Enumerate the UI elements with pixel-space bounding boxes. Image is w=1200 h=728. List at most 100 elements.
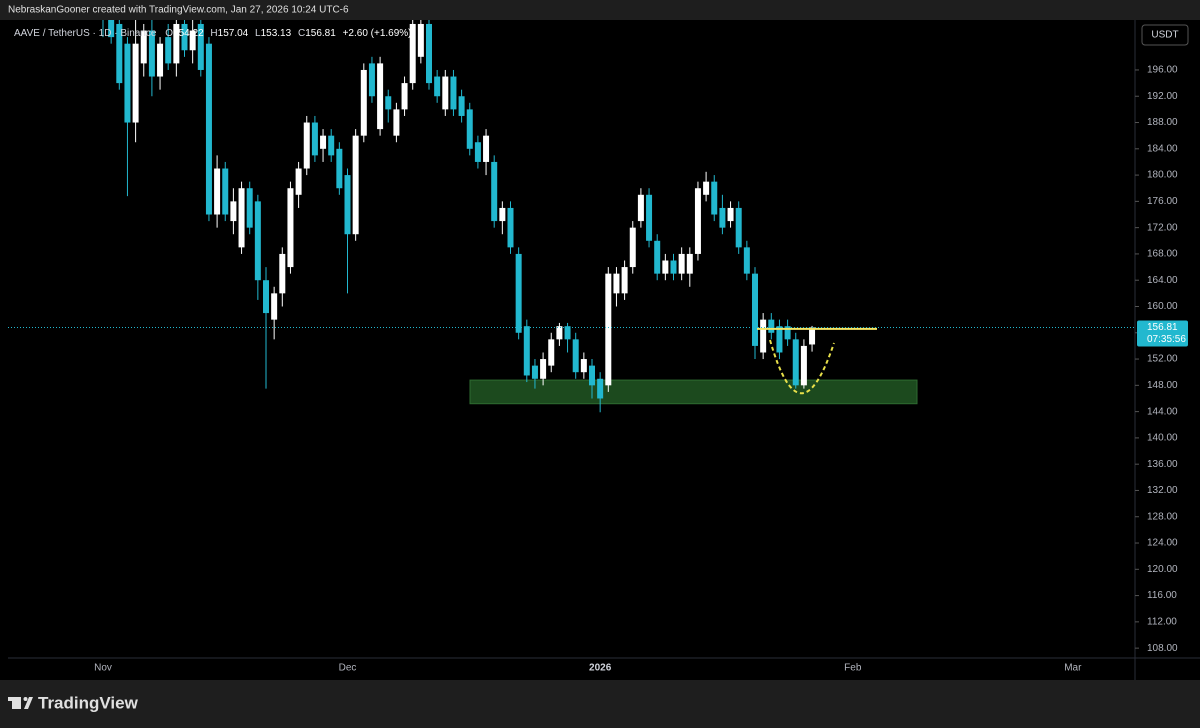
candle-body: [320, 135, 327, 149]
candle-body: [686, 253, 693, 274]
candle-body: [515, 253, 522, 333]
candle-body: [230, 201, 237, 222]
x-tick-label: Feb: [844, 663, 862, 674]
y-tick-label: 140.00: [1147, 433, 1178, 444]
low-value: 153.13: [261, 28, 292, 39]
currency: USDT: [1151, 30, 1178, 41]
candle-body: [157, 43, 164, 77]
y-tick-label: 144.00: [1147, 406, 1178, 417]
candle-body: [760, 319, 767, 353]
candle-body: [719, 207, 726, 228]
candle-body: [703, 181, 710, 195]
candle-body: [434, 76, 441, 97]
y-tick-label: 128.00: [1147, 511, 1178, 522]
candle-body: [678, 253, 685, 274]
open-value: 154.22: [173, 28, 204, 39]
candle-body: [140, 30, 147, 64]
candle-body: [646, 194, 653, 241]
candle-body: [531, 365, 538, 379]
candle-body: [597, 378, 604, 399]
y-tick-label: 164.00: [1147, 275, 1178, 286]
y-tick-label: 136.00: [1147, 459, 1178, 470]
candle-body: [409, 23, 416, 84]
candle-body: [279, 253, 286, 294]
candle-body: [368, 63, 375, 97]
candle-body: [197, 23, 204, 70]
symbol: AAVE / TetherUS · 1D · Binance: [14, 28, 157, 39]
candle-body: [181, 23, 188, 51]
candle-body: [662, 260, 669, 274]
candle-body: [205, 43, 212, 215]
candle-body: [466, 109, 473, 149]
ohlc-label: L: [255, 28, 261, 39]
y-tick-label: 108.00: [1147, 643, 1178, 654]
y-tick-label: 184.00: [1147, 143, 1178, 154]
logo: [8, 697, 33, 709]
candle-body: [417, 23, 424, 57]
candle-body: [271, 293, 278, 320]
x-tick-label: Nov: [94, 663, 112, 674]
candle-body: [589, 365, 595, 386]
candle-body: [694, 188, 701, 254]
candle-body: [246, 188, 253, 228]
candle-body: [426, 23, 432, 84]
countdown: 07:35:56: [1147, 334, 1186, 345]
currency-box: [1141, 24, 1189, 46]
y-tick-label: 192.00: [1147, 91, 1178, 102]
y-tick-label: 176.00: [1147, 196, 1178, 207]
ohlc-label: O: [165, 28, 173, 39]
y-tick-label: 168.00: [1147, 249, 1178, 260]
candle-body: [621, 267, 628, 294]
x-tick-label: 2026: [589, 663, 612, 674]
candle-body: [499, 207, 506, 222]
candle-body: [523, 326, 530, 376]
candle-body: [401, 83, 408, 110]
candle-body: [629, 227, 636, 268]
candle-body: [776, 326, 783, 353]
brand: TradingView: [38, 693, 139, 712]
candle-body: [752, 273, 758, 346]
candle-body: [768, 319, 775, 333]
candle-body: [377, 63, 384, 130]
candle-body: [580, 359, 587, 373]
y-tick-label: 152.00: [1147, 354, 1178, 365]
candle-body: [303, 122, 310, 169]
y-tick-label: 196.00: [1147, 65, 1178, 76]
x-tick-label: Dec: [339, 663, 357, 674]
y-tick-label: 160.00: [1147, 301, 1178, 312]
candle-body: [116, 23, 123, 84]
footer: [0, 680, 1200, 728]
candle-body: [132, 43, 139, 123]
candle-body: [540, 359, 547, 379]
candle-body: [491, 161, 498, 222]
candle-body: [784, 326, 791, 340]
candle-body: [483, 135, 490, 162]
y-tick-label: 112.00: [1147, 617, 1177, 628]
candle-body: [189, 30, 196, 51]
candle-body: [800, 345, 807, 386]
candle-body: [809, 327, 816, 345]
y-tick-label: 120.00: [1147, 564, 1178, 575]
close-value: 156.81: [305, 28, 336, 39]
candle-body: [507, 207, 514, 248]
candle-body: [735, 207, 742, 248]
x-tick-label: Mar: [1064, 663, 1082, 674]
candle-body: [385, 96, 392, 110]
legend: AAVE / TetherUS · 1D · Binance O154.22 H…: [14, 28, 412, 39]
y-tick-label: 172.00: [1147, 222, 1178, 233]
high-value: 157.04: [218, 28, 249, 39]
candle-body: [254, 201, 261, 281]
candle-body: [474, 142, 481, 162]
candle-body: [442, 76, 449, 110]
candle-body: [165, 37, 172, 64]
candle-body: [572, 339, 579, 373]
candle-body: [458, 96, 465, 116]
y-tick-label: 132.00: [1147, 485, 1178, 496]
candle-body: [564, 326, 571, 340]
candle-body: [670, 260, 677, 274]
candle-body: [711, 181, 718, 215]
ohlc-label: C: [298, 28, 305, 39]
y-tick-label: 116.00: [1147, 590, 1177, 601]
candle-body: [344, 175, 351, 235]
candle-body: [328, 135, 335, 156]
